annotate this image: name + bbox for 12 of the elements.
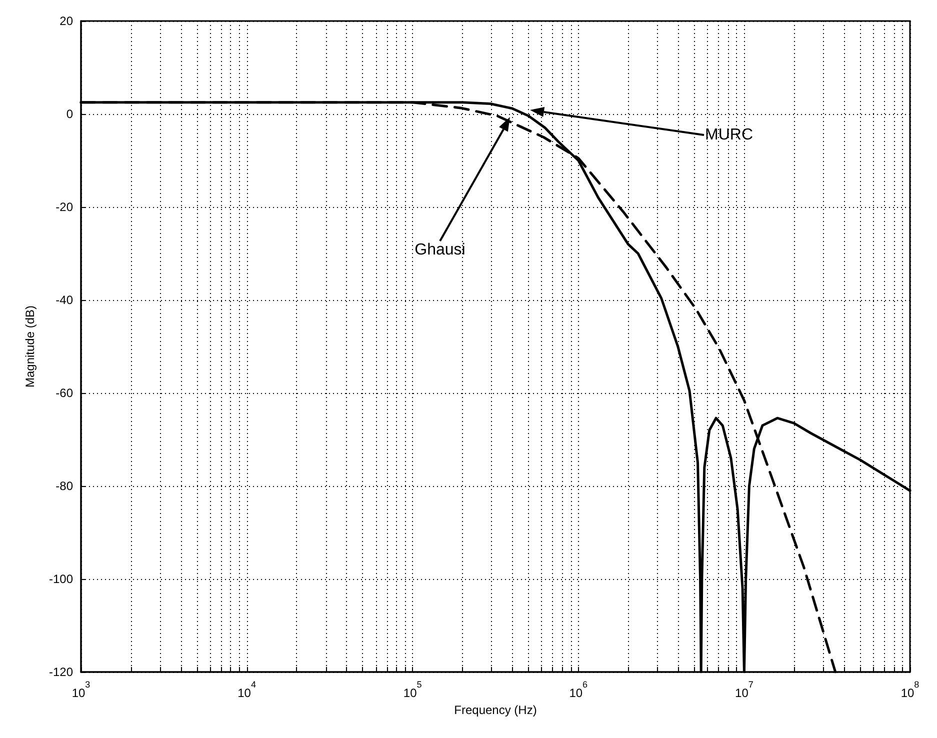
y-tick-label: -40 — [56, 293, 74, 307]
y-tick-label: -60 — [56, 386, 74, 400]
y-tick-label: 0 — [66, 107, 74, 121]
y-tick-label: -20 — [56, 200, 74, 214]
x-axis-title: Frequency (Hz) — [454, 702, 537, 717]
y-tick-label: -100 — [48, 572, 74, 586]
y-tick-label: -120 — [48, 665, 74, 679]
y-tick-label: 20 — [60, 14, 74, 28]
y-axis-title: Magnitude (dB) — [23, 305, 37, 388]
annotation: MURC — [705, 126, 753, 144]
y-tick-label: -80 — [56, 479, 74, 493]
annotation: Ghausi — [414, 242, 466, 258]
